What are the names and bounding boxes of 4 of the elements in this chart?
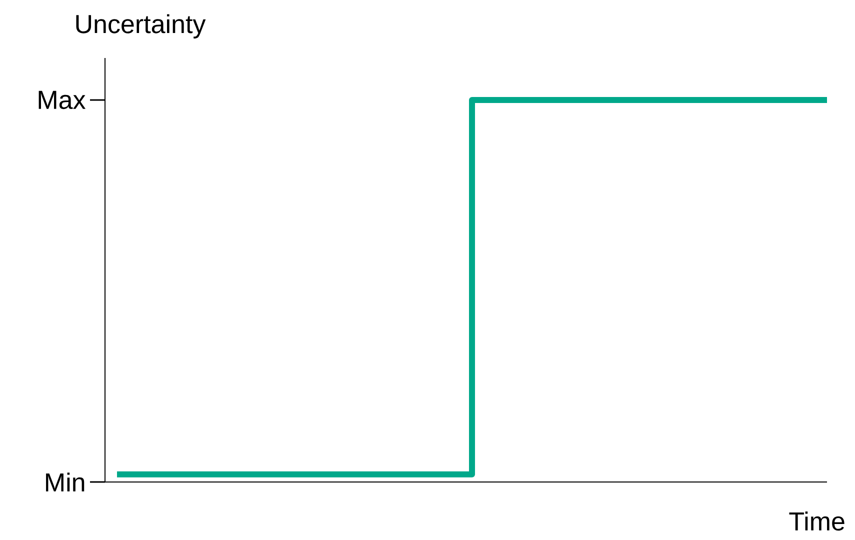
x-axis-title: Time — [789, 512, 844, 531]
y-axis-title: Uncertainty — [76, 14, 206, 38]
text: Min — [46, 472, 84, 492]
text: Max — [38, 90, 86, 110]
